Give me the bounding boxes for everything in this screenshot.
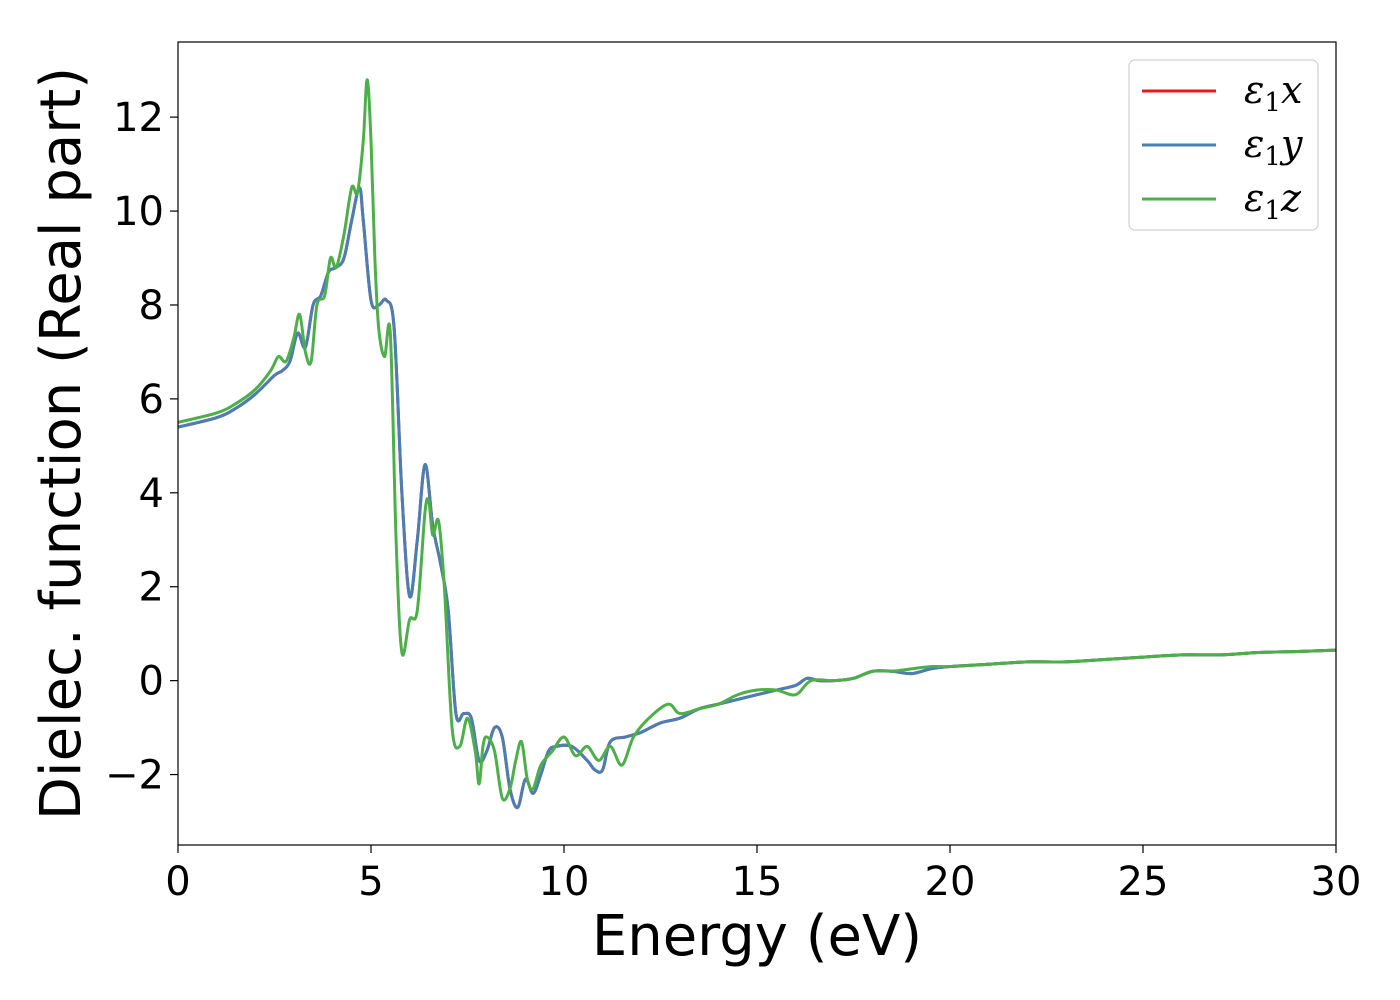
x-axis: 0 5 10 15 20 25 30 <box>165 845 1361 905</box>
series-line-x <box>178 186 1336 810</box>
y-tick-label: 12 <box>113 95 164 141</box>
legend-label-z: ε1z <box>1244 176 1302 226</box>
y-axis-label: Dielec. function (Real part) <box>29 67 94 820</box>
x-tick-label: 5 <box>358 859 383 905</box>
x-tick-label: 25 <box>1118 859 1169 905</box>
legend-label-x: ε1x <box>1244 68 1302 118</box>
x-axis-label: Energy (eV) <box>592 904 922 969</box>
x-tick-label: 30 <box>1311 859 1362 905</box>
y-tick-label: 10 <box>113 189 164 235</box>
y-tick-label: 8 <box>139 283 164 329</box>
y-tick-label: 6 <box>139 377 164 423</box>
y-tick-label: −2 <box>105 753 164 799</box>
x-tick-label: 10 <box>539 859 590 905</box>
y-tick-label: 0 <box>139 659 164 705</box>
x-tick-label: 0 <box>165 859 190 905</box>
x-tick-label: 20 <box>925 859 976 905</box>
legend-box <box>1128 59 1319 231</box>
x-tick-label: 15 <box>732 859 783 905</box>
series-layer <box>178 78 1336 810</box>
series-line-y <box>178 186 1336 810</box>
y-axis: −2 0 2 4 6 8 10 12 <box>105 95 178 799</box>
legend-label-y: ε1y <box>1244 122 1303 172</box>
y-tick-label: 4 <box>139 471 164 517</box>
y-tick-label: 2 <box>139 565 164 611</box>
series-line-z <box>178 78 1336 802</box>
